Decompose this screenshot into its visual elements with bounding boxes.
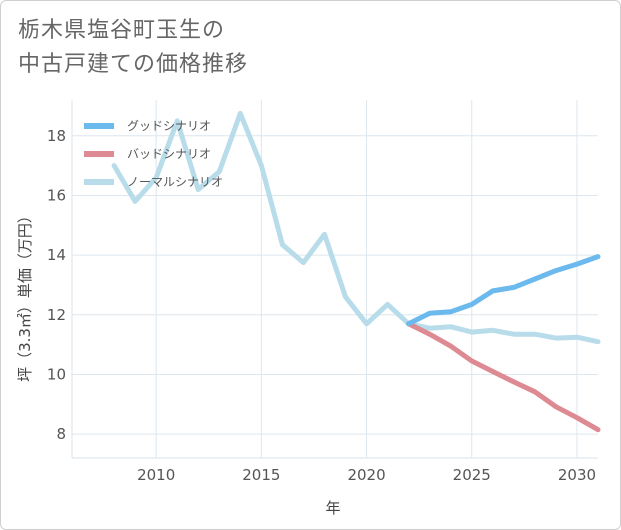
series-lines bbox=[111, 110, 601, 433]
y-tick-label: 14 bbox=[47, 246, 66, 264]
chart-title-line1: 栃木県塩谷町玉生の bbox=[18, 18, 226, 43]
x-tick-label: 2020 bbox=[347, 466, 385, 484]
x-axis-ticks: 2010 2015 2020 2025 2030 bbox=[137, 466, 596, 484]
legend-label: バッドシナリオ bbox=[127, 147, 211, 161]
x-tick-label: 2010 bbox=[137, 466, 175, 484]
series-line-good bbox=[406, 254, 601, 327]
chart-title: 栃木県塩谷町玉生の 中古戸建ての価格推移 bbox=[18, 14, 578, 82]
x-tick-label: 2030 bbox=[558, 466, 596, 484]
x-tick-label: 2025 bbox=[453, 466, 491, 484]
legend-label: ノーマルシナリオ bbox=[127, 175, 223, 189]
series-line-normal bbox=[111, 110, 601, 345]
y-tick-label: 16 bbox=[47, 186, 66, 204]
y-tick-label: 12 bbox=[47, 306, 66, 324]
x-axis-label: 年 bbox=[325, 499, 340, 517]
y-axis-ticks: 8 10 12 14 16 18 bbox=[47, 127, 66, 443]
x-tick-label: 2015 bbox=[242, 466, 280, 484]
chart-title-line2: 中古戸建ての価格推移 bbox=[18, 52, 249, 77]
legend-label: グッドシナリオ bbox=[127, 119, 211, 133]
series-line-bad bbox=[406, 321, 601, 433]
y-axis-label: 坪（3.3㎡）単価（万円） bbox=[16, 208, 34, 382]
y-tick-label: 10 bbox=[47, 365, 66, 383]
y-tick-label: 8 bbox=[56, 425, 66, 443]
y-tick-label: 18 bbox=[47, 127, 66, 145]
